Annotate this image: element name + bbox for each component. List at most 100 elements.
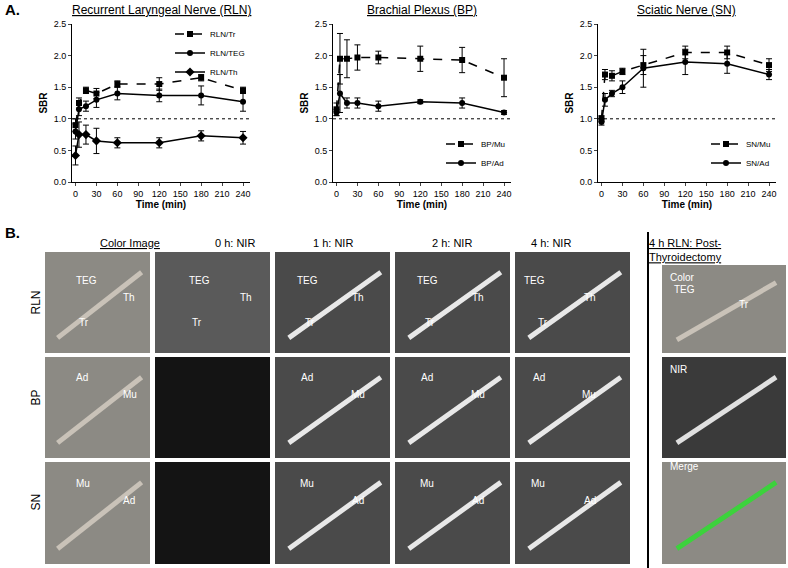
svg-text:Mu: Mu [351, 389, 365, 400]
svg-text:Tr: Tr [79, 317, 89, 328]
svg-text:4 h RLN: Post-Thyroidectomy: 4 h RLN: Post-Thyroidectomy [649, 237, 722, 263]
svg-text:SBR: SBR [299, 92, 310, 114]
svg-text:Th: Th [240, 292, 252, 303]
svg-text:90: 90 [394, 189, 404, 199]
svg-text:2 h: NIR: 2 h: NIR [432, 237, 472, 249]
svg-text:Color: Color [670, 272, 695, 283]
svg-text:RLN/TEG: RLN/TEG [210, 49, 245, 58]
svg-text:0.0: 0.0 [580, 177, 593, 187]
svg-text:Sciatic Nerve (SN): Sciatic Nerve (SN) [637, 3, 736, 17]
svg-text:Mu: Mu [471, 389, 485, 400]
svg-text:Brachial Plexus (BP): Brachial Plexus (BP) [367, 3, 477, 17]
svg-text:Ad: Ad [421, 372, 433, 383]
svg-text:TEG: TEG [524, 275, 545, 286]
svg-text:1.0: 1.0 [580, 114, 593, 124]
svg-text:SBR: SBR [38, 92, 49, 114]
svg-text:SN/Mu: SN/Mu [746, 140, 770, 149]
svg-text:Ad: Ad [352, 495, 364, 506]
svg-text:1.5: 1.5 [315, 82, 328, 92]
svg-text:Merge: Merge [670, 461, 699, 472]
svg-text:SN/Ad: SN/Ad [746, 159, 769, 168]
svg-text:BP: BP [29, 389, 43, 405]
svg-text:210: 210 [215, 189, 230, 199]
svg-text:RLN/Th: RLN/Th [210, 68, 238, 77]
svg-text:240: 240 [762, 189, 777, 199]
svg-text:Mu: Mu [300, 478, 314, 489]
svg-text:240: 240 [497, 189, 512, 199]
svg-text:A.: A. [5, 1, 20, 18]
svg-text:Th: Th [352, 292, 364, 303]
svg-text:1.5: 1.5 [54, 82, 67, 92]
svg-text:180: 180 [194, 189, 209, 199]
svg-text:150: 150 [434, 189, 449, 199]
svg-text:Mu: Mu [76, 478, 90, 489]
svg-text:2.0: 2.0 [315, 51, 328, 61]
svg-text:Th: Th [584, 292, 596, 303]
svg-text:Time (min): Time (min) [136, 199, 186, 210]
svg-text:Color Image: Color Image [100, 237, 160, 249]
svg-text:SN: SN [29, 494, 43, 511]
svg-text:4 h: NIR: 4 h: NIR [531, 237, 571, 249]
svg-text:Time (min): Time (min) [662, 199, 712, 210]
svg-text:2.0: 2.0 [580, 51, 593, 61]
svg-text:Mu: Mu [582, 389, 596, 400]
svg-text:210: 210 [476, 189, 491, 199]
svg-text:0: 0 [73, 189, 78, 199]
svg-text:NIR: NIR [670, 364, 687, 375]
svg-text:30: 30 [352, 189, 362, 199]
svg-text:Ad: Ad [533, 372, 545, 383]
svg-text:0: 0 [334, 189, 339, 199]
svg-text:BP/Ad: BP/Ad [481, 159, 504, 168]
svg-text:Mu: Mu [123, 389, 137, 400]
svg-text:120: 120 [413, 189, 428, 199]
svg-text:90: 90 [133, 189, 143, 199]
svg-text:Time (min): Time (min) [397, 199, 447, 210]
svg-text:Tr: Tr [192, 317, 202, 328]
svg-text:Ad: Ad [301, 372, 313, 383]
svg-text:2.5: 2.5 [54, 19, 67, 29]
svg-text:Recurrent Laryngeal Nerve (RLN: Recurrent Laryngeal Nerve (RLN) [72, 3, 251, 17]
svg-text:Ad: Ad [472, 495, 484, 506]
svg-text:Ad: Ad [76, 372, 88, 383]
svg-text:0.5: 0.5 [54, 146, 67, 156]
svg-text:0 h: NIR: 0 h: NIR [215, 237, 255, 249]
svg-text:0: 0 [599, 189, 604, 199]
svg-text:Mu: Mu [531, 478, 545, 489]
svg-text:2.5: 2.5 [315, 19, 328, 29]
svg-text:60: 60 [112, 189, 122, 199]
svg-text:150: 150 [173, 189, 188, 199]
svg-text:Tr: Tr [538, 317, 548, 328]
svg-text:210: 210 [741, 189, 756, 199]
svg-text:TEG: TEG [297, 275, 318, 286]
svg-text:RLN: RLN [29, 290, 43, 314]
svg-text:90: 90 [659, 189, 669, 199]
svg-text:Mu: Mu [420, 478, 434, 489]
svg-text:150: 150 [699, 189, 714, 199]
svg-text:SBR: SBR [564, 92, 575, 114]
svg-text:240: 240 [236, 189, 251, 199]
svg-text:RLN/Tr: RLN/Tr [210, 30, 236, 39]
svg-text:0.5: 0.5 [315, 146, 328, 156]
svg-text:2.0: 2.0 [54, 51, 67, 61]
svg-text:TEG: TEG [417, 275, 438, 286]
svg-text:Th: Th [472, 292, 484, 303]
svg-text:BP/Mu: BP/Mu [481, 140, 505, 149]
svg-text:0.0: 0.0 [315, 177, 328, 187]
svg-text:30: 30 [91, 189, 101, 199]
svg-text:180: 180 [455, 189, 470, 199]
svg-text:0.5: 0.5 [580, 146, 593, 156]
svg-text:Ad: Ad [584, 495, 596, 506]
svg-text:Tr: Tr [305, 317, 315, 328]
svg-text:1.0: 1.0 [54, 114, 67, 124]
svg-text:120: 120 [678, 189, 693, 199]
svg-text:0.0: 0.0 [54, 177, 67, 187]
svg-text:30: 30 [617, 189, 627, 199]
svg-text:TEG: TEG [76, 275, 97, 286]
svg-text:Tr: Tr [739, 299, 749, 310]
svg-text:1.5: 1.5 [580, 82, 593, 92]
svg-text:Ad: Ad [123, 495, 135, 506]
svg-text:Tr: Tr [425, 317, 435, 328]
svg-text:180: 180 [720, 189, 735, 199]
svg-text:1 h: NIR: 1 h: NIR [313, 237, 353, 249]
svg-text:120: 120 [152, 189, 167, 199]
